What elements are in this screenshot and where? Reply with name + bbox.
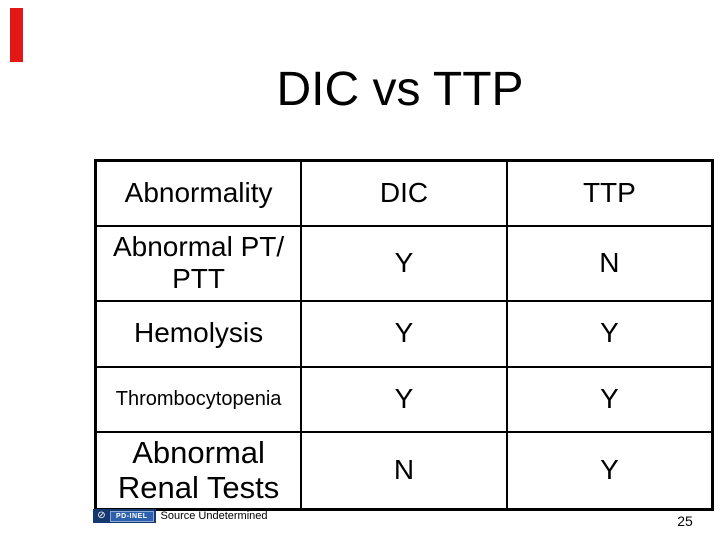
dic-value: N [300,430,508,511]
dic-value: Y [300,224,508,302]
dic-value: Y [300,365,508,433]
no-copyright-icon: ⊘ [97,510,106,521]
ttp-value: Y [505,299,714,368]
license-badge: ⊘ PD-INEL [93,509,156,523]
header-ttp: TTP [505,159,714,227]
dic-value: Y [300,299,508,368]
table-row: Hemolysis Y Y [94,299,714,368]
ttp-value: Y [505,430,714,511]
row-label: Abnormal Renal Tests [94,430,303,511]
license-badge-label: PD-INEL [110,510,154,522]
red-accent-bar [10,8,23,62]
attribution-footer: ⊘ PD-INEL Source Undetermined [93,509,268,523]
ttp-value: N [505,224,714,302]
source-attribution-text: Source Undetermined [160,510,268,522]
header-dic: DIC [300,159,508,227]
table-row: Abnormal PT/ PTT Y N [94,224,714,302]
table-header-row: Abnormality DIC TTP [94,159,714,227]
table-row: Abnormal Renal Tests N Y [94,430,714,511]
comparison-table: Abnormality DIC TTP Abnormal PT/ PTT Y N… [94,159,714,511]
table-row: Thrombocytopenia Y Y [94,365,714,433]
row-label: Hemolysis [94,299,303,368]
ttp-value: Y [505,365,714,433]
page-number: 25 [677,513,693,529]
row-label: Thrombocytopenia [94,365,303,433]
header-abnormality: Abnormality [94,159,303,227]
row-label: Abnormal PT/ PTT [94,224,303,302]
slide-title: DIC vs TTP [276,63,524,116]
